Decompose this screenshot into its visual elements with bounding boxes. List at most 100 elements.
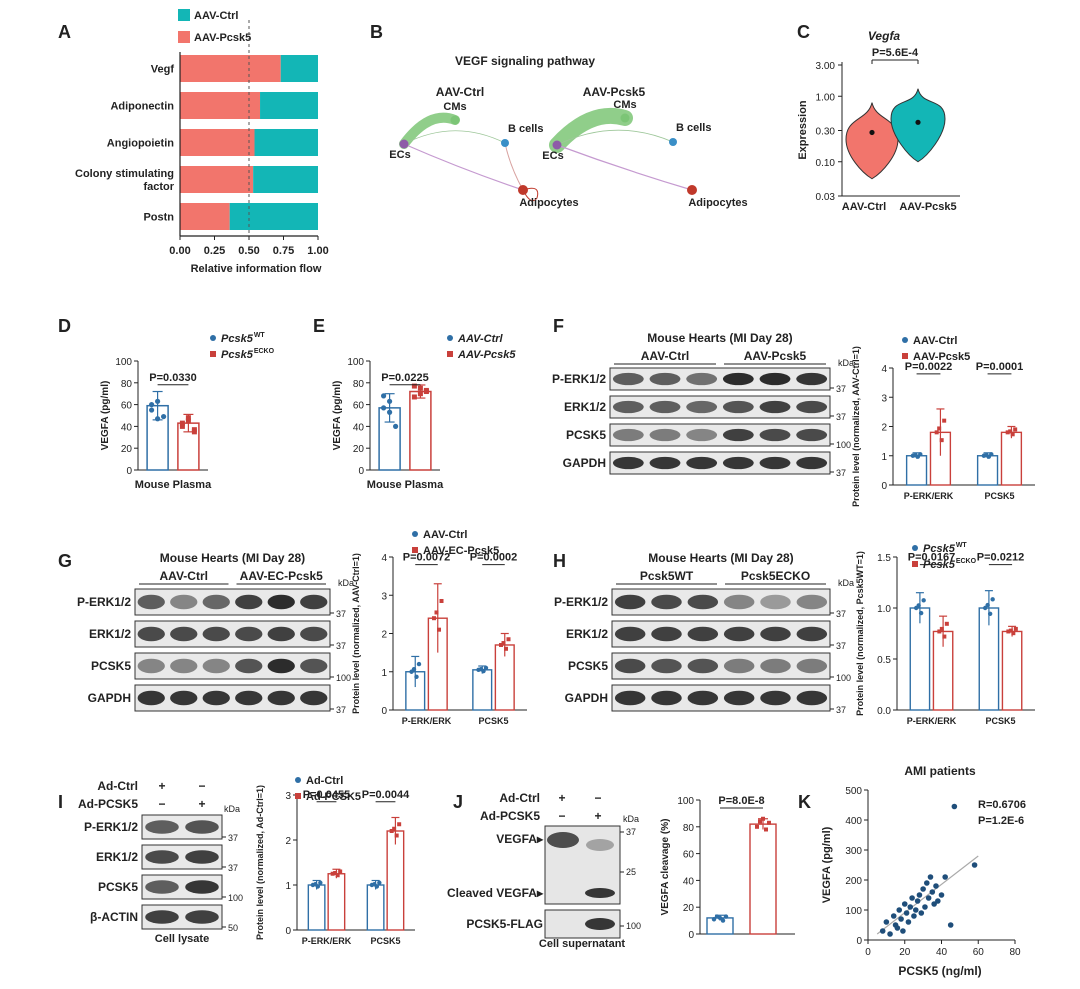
data-point (377, 880, 382, 885)
group-label: AAV-Pcsk5 (899, 201, 956, 213)
x-tick-label: 0.50 (238, 245, 259, 257)
kda-label: kDa (838, 578, 854, 588)
condition-sign: + (558, 791, 565, 805)
blot-band (651, 626, 682, 642)
legend-marker (295, 793, 301, 799)
y-tick-label: 200 (845, 876, 862, 887)
panel-letter-b: B (370, 22, 383, 42)
data-point (920, 886, 926, 892)
blot-band (796, 400, 828, 414)
bar (366, 884, 385, 931)
panel-f: Mouse Hearts (MI Day 28) AAV-Ctrl AAV-Pcsk… (552, 331, 1035, 507)
blot-title: Mouse Hearts (MI Day 28) (160, 551, 305, 565)
data-point (916, 603, 921, 608)
y-tick-label: 3 (285, 791, 291, 802)
edge-ecs-bcells (403, 130, 506, 145)
edge-adipocytes-self (522, 187, 539, 202)
data-point (921, 598, 926, 603)
legend-marker (912, 545, 918, 551)
blot-strip (611, 588, 831, 616)
condition-sign: + (594, 809, 601, 823)
blot-band (796, 658, 828, 674)
blot-band (649, 456, 681, 470)
data-point (397, 822, 402, 827)
y-tick-label: 4 (381, 553, 387, 564)
blot-band (300, 658, 328, 674)
node-label: B cells (508, 123, 543, 135)
data-point (330, 871, 335, 876)
data-point (1008, 429, 1013, 434)
data-point (890, 913, 897, 919)
bar (386, 830, 405, 931)
legend-marker (447, 351, 453, 357)
y-tick-label: 100 (347, 357, 364, 368)
legend-marker (912, 561, 918, 567)
x-tick-label: 0.00 (169, 245, 190, 257)
condition-sign: − (558, 809, 565, 823)
data-point (417, 391, 423, 397)
node-bcells (669, 138, 677, 146)
blot-band (649, 372, 681, 386)
data-point (951, 803, 958, 810)
blot-band (722, 428, 754, 442)
data-point (374, 884, 380, 889)
data-point (887, 931, 893, 937)
blot-band (759, 372, 791, 386)
blot-row-label: P-ERK1/2 (77, 595, 131, 609)
data-point (985, 602, 990, 608)
condition-label: Ad-PCSK5 (78, 797, 138, 811)
y-tick-label: 500 (845, 786, 862, 797)
blot-band (612, 400, 644, 414)
blot-strip (611, 684, 831, 712)
data-point (982, 605, 988, 611)
data-point (944, 621, 949, 626)
blot-caption: Cell lysate (155, 933, 209, 945)
condition-sign: + (198, 797, 205, 811)
x-tick-label: 40 (936, 947, 948, 958)
data-point (499, 642, 504, 647)
legend-label: Pcsk5 (923, 559, 956, 571)
p-value-label: P=0.0022 (905, 361, 952, 373)
data-point (723, 914, 729, 919)
blot-band (759, 456, 791, 470)
blot-strip (611, 620, 831, 648)
data-point (179, 423, 185, 429)
y-tick-label: 20 (683, 903, 695, 914)
data-point (924, 880, 930, 886)
blot-band (687, 594, 719, 610)
category-label: Angiopoietin (107, 138, 174, 150)
bar-segment (280, 55, 318, 82)
x-category-label: PCSK5 (370, 936, 400, 946)
y-tick-label: 100 (677, 796, 694, 807)
blot-band (547, 832, 579, 848)
band-label: Cleaved VEGFA▸ (447, 886, 544, 900)
blot-band (170, 626, 198, 642)
y-tick-label: 0.5 (877, 655, 891, 666)
data-point (335, 873, 340, 878)
panel-letter-h: H (553, 551, 566, 571)
edge-bcells-adipocytes (504, 142, 524, 191)
y-tick-label: 0 (358, 466, 364, 477)
data-point (381, 393, 387, 399)
blot-band (796, 594, 828, 610)
data-point (417, 385, 423, 391)
data-point (879, 928, 886, 934)
panel-letter-g: G (58, 551, 72, 571)
blot-band (586, 839, 614, 851)
blot-band (614, 626, 646, 642)
blot-band (267, 594, 295, 610)
legend-label: AAV-Ctrl (423, 529, 467, 541)
bar-segment (260, 92, 318, 119)
bar-segment (180, 55, 281, 82)
y-tick-label: 0 (688, 930, 694, 941)
data-point (149, 402, 155, 408)
blot-row-label: PCSK5 (566, 428, 606, 442)
data-point (937, 426, 942, 431)
x-axis-label: Mouse Plasma (135, 479, 212, 491)
kda-marker: 37 (336, 641, 346, 651)
blot-band (585, 918, 615, 930)
node-adipocytes (687, 185, 697, 195)
blot-band (612, 456, 644, 470)
edge-ecs-bcells (556, 129, 674, 146)
data-point (767, 820, 771, 825)
